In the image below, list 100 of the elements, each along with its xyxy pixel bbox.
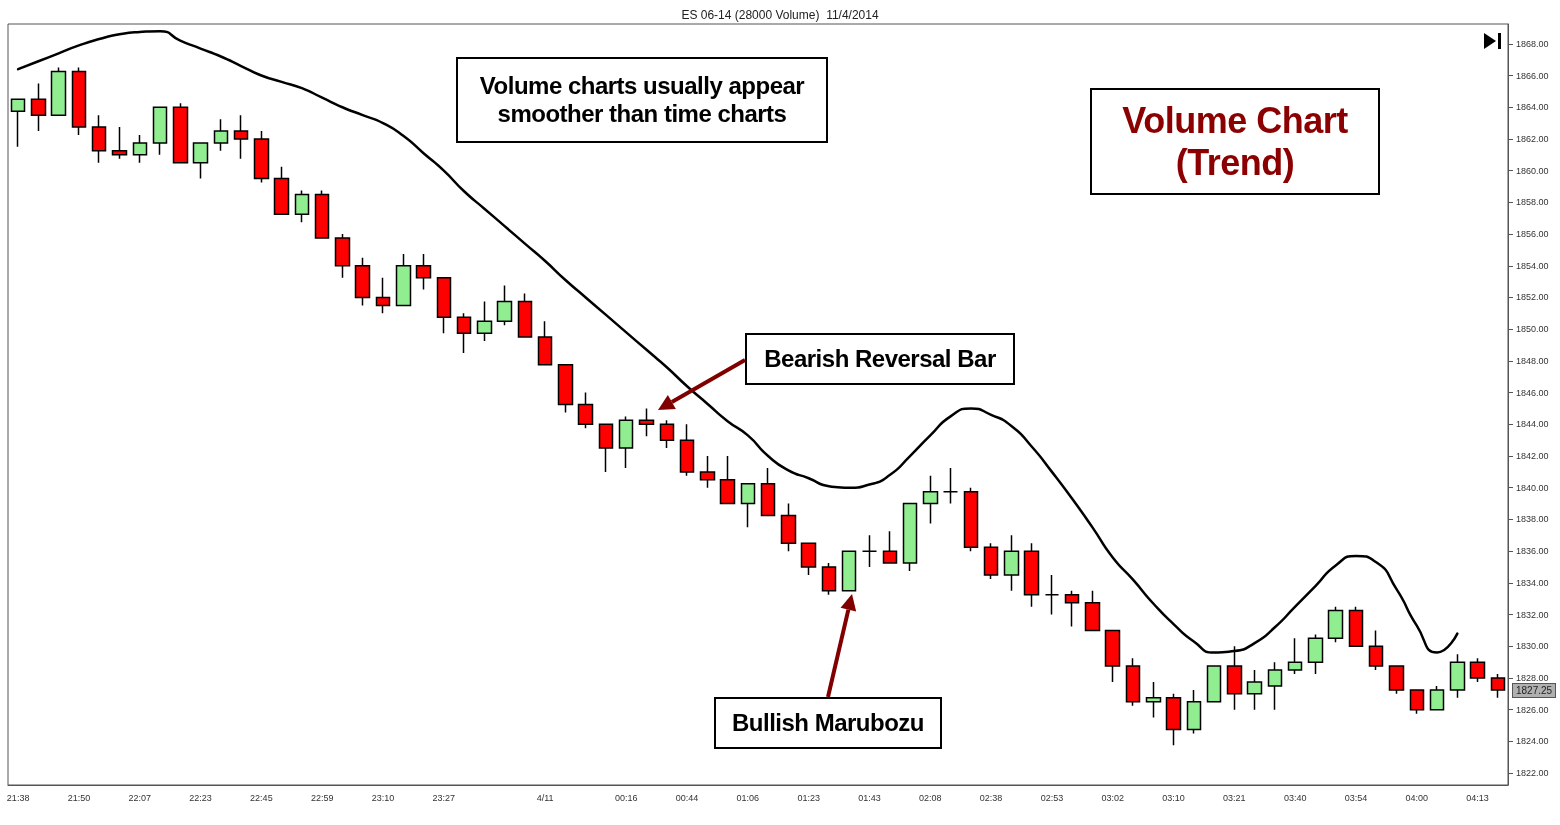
candlestick (942, 467, 959, 505)
x-tick-label: 00:16 (614, 792, 638, 803)
candlestick (395, 253, 412, 307)
annotation: Volume Chart (Trend) (1121, 100, 1349, 183)
x-tick-label: 22:59 (310, 792, 334, 803)
candlestick (1104, 629, 1121, 683)
candlestick (1307, 633, 1324, 675)
candlestick (1490, 673, 1506, 699)
x-tick-label: 21:38 (6, 792, 30, 803)
text: 1827.25 (1512, 682, 1557, 698)
candlestick (1206, 665, 1222, 703)
x-tick-label: 23:10 (371, 792, 395, 803)
x-tick-label: 03:40 (1283, 792, 1307, 803)
candlestick (334, 233, 351, 279)
candlestick (800, 542, 817, 576)
x-tick-label: 01:43 (858, 792, 881, 803)
candlestick (780, 502, 797, 552)
candlestick (71, 66, 87, 136)
candlestick (760, 467, 776, 517)
candlestick (1409, 689, 1425, 715)
candlestick (1348, 605, 1364, 648)
y-tick-label: 1858.00 (1516, 197, 1549, 208)
x-tick-label: 4/11 (536, 792, 554, 803)
candlestick (719, 455, 736, 505)
candlestick (456, 312, 472, 354)
y-tick-label: 1828.00 (1516, 672, 1549, 683)
x-tick-label: 01:06 (736, 792, 760, 803)
candlestick (111, 126, 128, 160)
x-tick-label: 02:38 (979, 792, 1003, 803)
candlestick (821, 562, 837, 596)
candlestick (861, 534, 878, 568)
y-tick-label: 1838.00 (1516, 514, 1549, 525)
candlestick (659, 419, 675, 449)
candlestick (740, 483, 756, 529)
x-tick-label: 04:13 (1466, 792, 1489, 803)
y-tick-label: 1842.00 (1516, 451, 1549, 462)
x-tick-label: 04:00 (1405, 792, 1429, 803)
candlestick (50, 66, 67, 116)
candlestick (1246, 669, 1263, 711)
candlestick (618, 415, 634, 469)
candlestick (436, 276, 452, 334)
candlestick (172, 102, 189, 164)
y-tick-label: 1844.00 (1516, 419, 1549, 430)
candlestick (1368, 629, 1384, 671)
candlestick (1023, 542, 1040, 608)
y-tick-label: 1852.00 (1516, 292, 1549, 303)
y-tick-label: 1848.00 (1516, 355, 1549, 366)
x-tick-label: 03:54 (1344, 792, 1368, 803)
candlestick (132, 134, 148, 164)
candlestick (10, 98, 26, 148)
y-tick-label: 1836.00 (1516, 546, 1549, 557)
y-tick-label: 1822.00 (1516, 768, 1549, 779)
candlestick (841, 550, 857, 592)
candlestick (1165, 693, 1182, 747)
candlestick (1388, 665, 1405, 695)
x-tick-label: 22:07 (128, 792, 152, 803)
candlestick (598, 423, 614, 473)
candlestick (496, 284, 513, 326)
candlestick (152, 106, 168, 156)
candlestick (30, 82, 47, 132)
candlestick (557, 364, 574, 414)
candlestick (415, 253, 432, 291)
candlestick (1327, 605, 1344, 644)
candlestick (354, 257, 371, 307)
y-tick-label: 1862.00 (1516, 133, 1549, 144)
candlestick (1287, 637, 1303, 675)
annotation: Bearish Reversal Bar (764, 345, 996, 373)
candlestick (1429, 685, 1445, 711)
candlestick (314, 189, 330, 239)
candlestick (273, 165, 290, 215)
x-tick-label: 01:23 (797, 792, 820, 803)
x-tick-label: 03:02 (1101, 792, 1124, 803)
candlestick (1044, 574, 1060, 616)
y-tick-label: 1824.00 (1516, 736, 1549, 747)
annotation: Bullish Marubozu (732, 709, 924, 737)
candlestick (679, 423, 695, 477)
y-tick-label: 1868.00 (1516, 38, 1549, 49)
y-tick-label: 1860.00 (1516, 165, 1549, 176)
candlestick (517, 292, 533, 338)
chart-title: ES 06-14 (28000 Volume) 11/4/2014 (681, 8, 879, 22)
candlestick (1186, 689, 1202, 735)
x-tick-label: 21:50 (67, 792, 91, 803)
candlestick (1469, 657, 1486, 683)
y-tick-label: 1856.00 (1516, 229, 1549, 240)
candlestick (1267, 661, 1283, 711)
candlestick (213, 118, 229, 152)
candlestick (638, 407, 655, 437)
candlestick (577, 391, 594, 430)
candlestick (1449, 653, 1466, 699)
x-tick-label: 02:08 (919, 792, 942, 803)
y-tick-label: 1832.00 (1516, 609, 1549, 620)
candlestick (983, 542, 999, 580)
y-tick-label: 1864.00 (1516, 102, 1549, 113)
candlestick (1064, 590, 1080, 628)
y-tick-label: 1866.00 (1516, 70, 1549, 81)
candlestick (375, 276, 391, 315)
candlestick (882, 530, 898, 564)
candlestick (699, 455, 716, 489)
candlestick (922, 475, 939, 525)
annotation: Volume charts usually appear smoother than time charts (478, 72, 806, 128)
